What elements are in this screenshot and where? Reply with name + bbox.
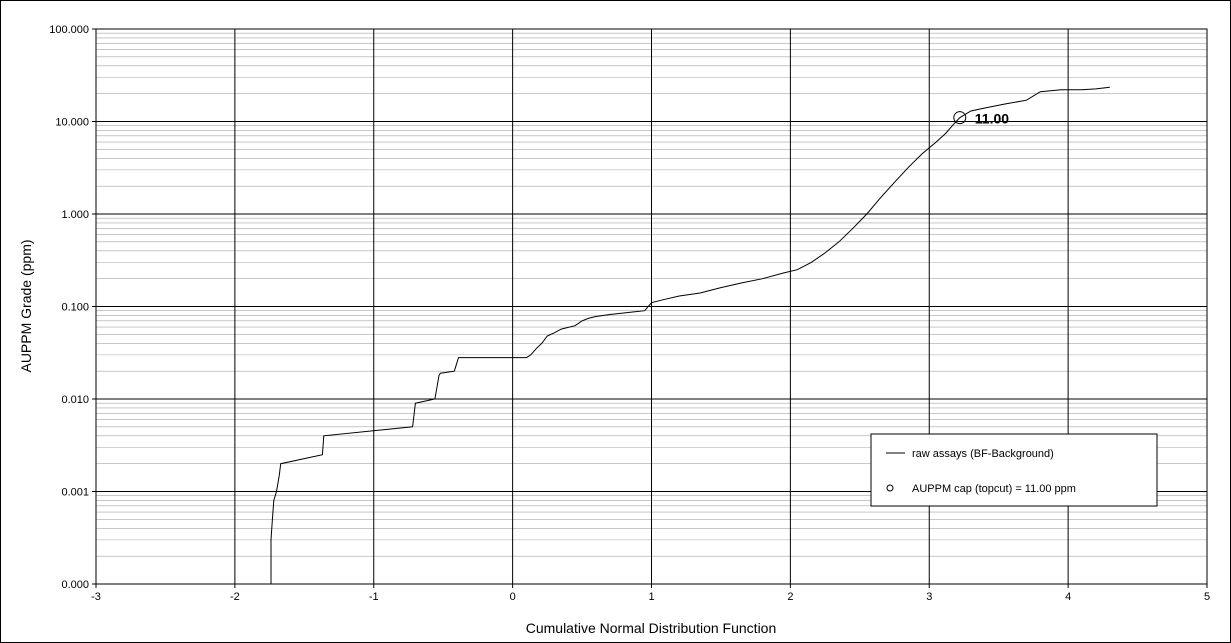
legend-label-cap: AUPPM cap (topcut) = 11.00 ppm (912, 483, 1076, 495)
y-tick-label: 10.000 (55, 117, 89, 129)
legend-label-raw-assays: raw assays (BF-Background) (912, 448, 1054, 460)
x-axis-ticks: -3 -2 -1 0 1 2 3 4 5 (91, 584, 1210, 603)
x-tick-label: -2 (230, 591, 240, 603)
cap-data-label: 11.00 (975, 111, 1009, 127)
x-tick-label: -1 (369, 591, 379, 603)
y-tick-label: 0.000 (61, 579, 89, 591)
y-tick-label: 1.000 (61, 209, 89, 221)
y-axis-ticks: 0.000 0.001 0.010 0.100 1.000 10.000 100.000 (49, 24, 96, 591)
legend: raw assays (BF-Background) AUPPM cap (to… (870, 433, 1158, 507)
legend-box (870, 433, 1158, 507)
y-tick-label: 100.000 (49, 24, 89, 36)
y-tick-label: 0.001 (61, 487, 89, 499)
x-tick-label: 3 (926, 591, 932, 603)
x-tick-label: 5 (1204, 591, 1210, 603)
y-tick-label: 0.100 (61, 302, 89, 314)
x-tick-label: 1 (648, 591, 654, 603)
cap-marker (953, 111, 967, 125)
x-axis-title: Cumulative Normal Distribution Function (526, 620, 777, 636)
x-tick-label: -3 (91, 591, 101, 603)
series-line-raw-assays (270, 86, 1110, 584)
x-tick-label: 4 (1065, 591, 1071, 603)
legend-marker-cap (886, 484, 894, 492)
series-layer: 11.00 (270, 86, 1110, 584)
y-tick-label: 0.010 (61, 394, 89, 406)
x-tick-label: 2 (787, 591, 793, 603)
y-axis-title: AUPPM Grade (ppm) (18, 239, 34, 372)
x-tick-label: 0 (510, 591, 516, 603)
